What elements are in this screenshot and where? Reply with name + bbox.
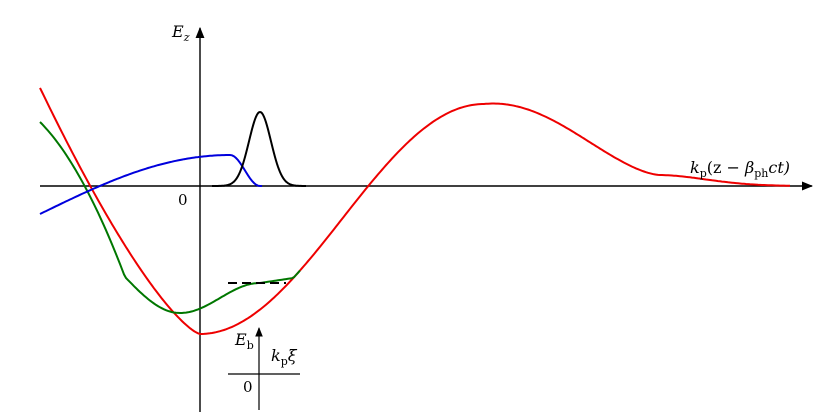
inset-y-axis-label: Eb bbox=[234, 330, 254, 352]
blue-curve bbox=[39, 154, 262, 215]
green-curve bbox=[39, 121, 301, 314]
origin-label: 0 bbox=[178, 191, 188, 209]
inset-x-axis-label: kpξ bbox=[271, 346, 298, 368]
red-curve bbox=[39, 87, 790, 335]
bunch-profile-curve bbox=[212, 110, 306, 187]
y-axis-label: Ez bbox=[171, 22, 190, 44]
x-axis-label: kp(z − βphct) bbox=[690, 158, 790, 180]
inset-origin-label: 0 bbox=[243, 378, 253, 396]
